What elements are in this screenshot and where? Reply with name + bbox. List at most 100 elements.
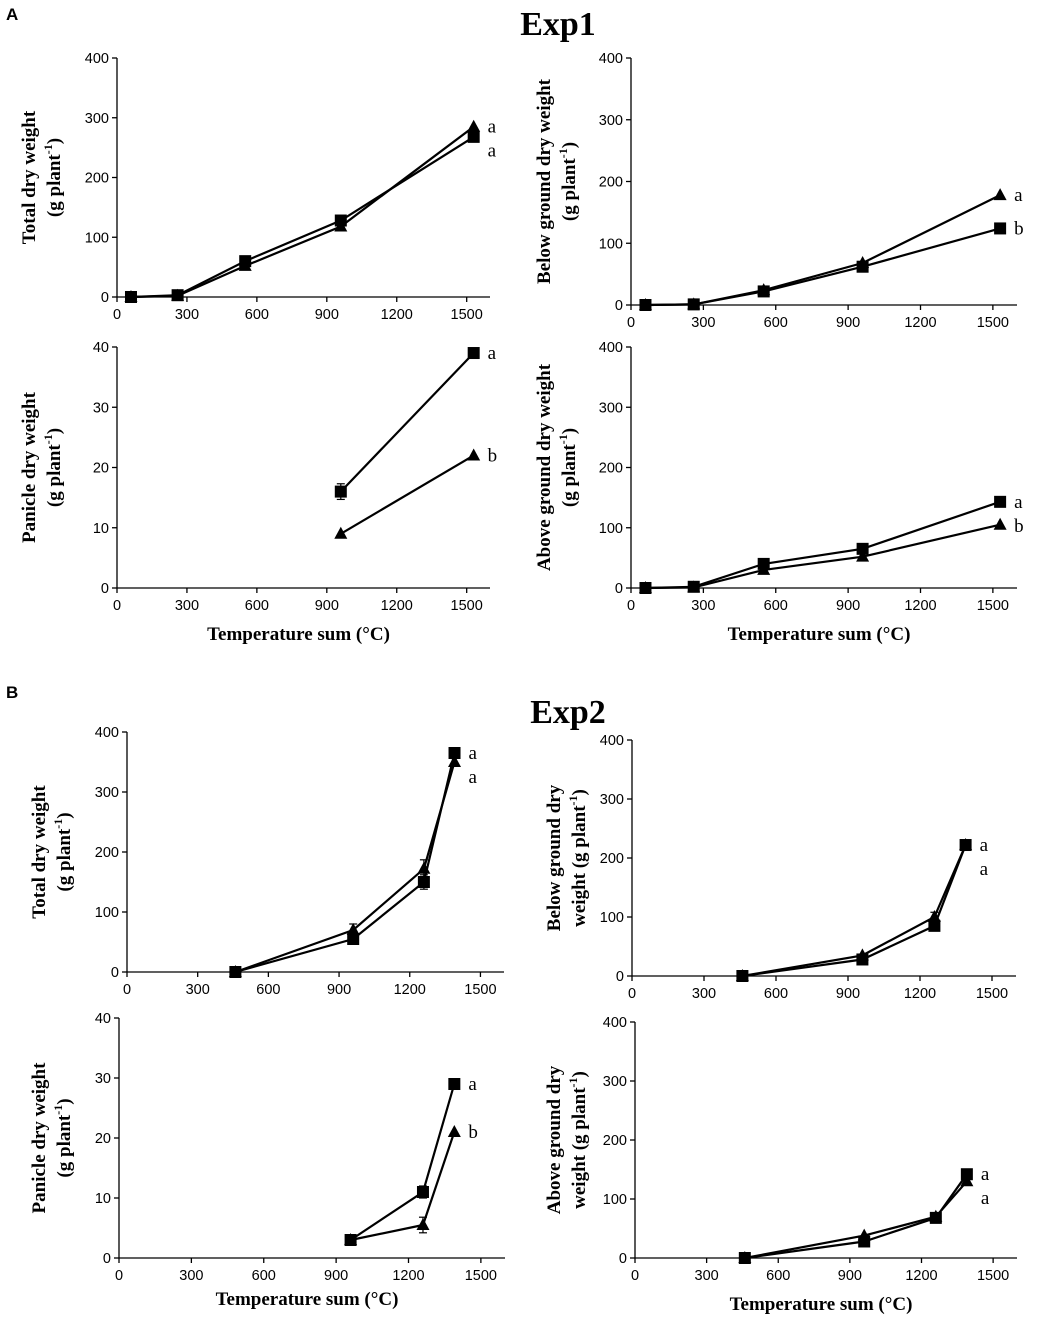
series-line-triangle [350,1131,456,1242]
chart-a-below: 0 100 200 300 400 0 300 600 900 1200 1500 Below gro… [534,51,1024,331]
series-line-triangle [235,761,456,974]
series-line-square [742,844,967,978]
x-axis-title: Temperature sum (°C) [216,1289,399,1310]
y-axis-title: Below ground dry weight (g plant-1) [534,78,580,284]
y-tick-label: 40 [95,1011,111,1027]
chart-b-below: 0 100 200 300 400 0 300 600 900 1200 1500 Below gro… [544,733,1016,1002]
y-tick-label: 0 [101,290,109,306]
y-axis-title-line2: (g plant [44,154,65,217]
y-axis-title-close: ) [569,1071,590,1077]
significance-letter-square: b [1014,218,1024,239]
y-axis-title-line2: (g plant [559,444,580,507]
y-tick-label: 0 [616,969,624,985]
x-tick-label: 600 [764,598,788,614]
triangle-marker [757,283,771,296]
y-tick-label: 300 [599,113,623,129]
y-axis-title-superscript: -1 [566,795,580,805]
y-axis-title-line1: Panicle dry weight [19,391,40,543]
x-tick-label: 0 [628,986,636,1002]
x-tick-label: 300 [175,598,199,614]
triangle-marker [171,288,185,301]
triangle-marker [927,910,941,922]
y-axis-title-close: ) [559,428,580,434]
y-tick-label: 20 [95,1131,111,1147]
triangle-marker [857,1228,871,1241]
x-tick-label: 1200 [904,598,936,614]
x-tick-label: 900 [327,982,351,998]
square-marker [467,130,480,143]
y-axis-title-line1: Total dry weight [19,110,40,244]
y-tick-label: 100 [599,521,623,537]
y-axis-title-close: ) [44,428,65,434]
series-line-triangle [744,1180,968,1260]
series-line-square [645,227,1001,307]
series-line-square [340,352,475,493]
significance-letter-triangle: a [488,117,497,138]
x-tick-label: 600 [764,986,788,1002]
triangle-marker [856,256,870,269]
panel-label-b: B [6,683,18,702]
triangle-marker [638,298,652,310]
x-tick-label: 1200 [392,1268,424,1284]
x-tick-label: 900 [836,986,860,1002]
y-axis-title-line1: Total dry weight [29,785,50,919]
chart-a-above: 0 100 200 300 400 0 300 600 900 1200 1500 Above gro… [534,340,1024,645]
significance-letter-square: a [469,743,478,764]
significance-letter-square: a [488,141,497,162]
y-tick-label: 100 [603,1192,627,1208]
y-axis-title-close: ) [54,812,75,818]
x-tick-label: 1200 [905,1268,937,1284]
x-tick-label: 600 [764,315,788,331]
x-tick-label: 600 [766,1268,790,1284]
y-tick-label: 200 [599,175,623,191]
x-tick-label: 0 [123,982,131,998]
x-tick-label: 900 [315,307,339,323]
triangle-marker [738,1251,752,1263]
series-line-triangle [742,844,967,978]
y-tick-label: 300 [95,785,119,801]
y-axis-title: Panicle dry weight (g plant-1) [29,1062,75,1214]
x-tick-label: 1500 [977,315,1009,331]
x-tick-label: 600 [256,982,280,998]
significance-letter-square: a [488,343,497,364]
triangle-marker [448,755,462,767]
y-tick-label: 300 [85,111,109,127]
x-tick-label: 900 [836,315,860,331]
triangle-marker [416,1218,430,1230]
square-marker [448,747,461,759]
x-tick-label: 1500 [977,598,1009,614]
triangle-marker [687,580,701,593]
y-tick-label: 400 [600,733,624,749]
square-marker [994,495,1007,508]
triangle-marker [467,119,481,132]
x-tick-label: 1500 [451,598,483,614]
triangle-marker [344,1233,358,1245]
y-axis-title-line2: (g plant [559,158,580,221]
x-tick-label: 0 [113,598,121,614]
y-axis-title: Total dry weight (g plant-1) [29,785,75,919]
y-tick-label: 0 [101,581,109,597]
x-tick-label: 600 [245,307,269,323]
y-tick-label: 0 [615,298,623,314]
triangle-marker [960,1174,974,1187]
x-tick-label: 900 [836,598,860,614]
x-tick-label: 0 [115,1268,123,1284]
significance-letter-triangle: b [488,445,498,466]
square-marker [448,1078,461,1090]
x-tick-label: 300 [186,982,210,998]
y-axis-title-line2: weight (g plant [569,805,590,927]
y-tick-label: 30 [95,1071,111,1087]
triangle-marker [124,290,138,302]
panel-label-a: A [6,5,18,24]
square-marker [467,347,480,360]
series-line-square [744,1173,968,1260]
square-marker [856,542,869,555]
significance-letter-triangle: a [980,859,989,880]
x-tick-label: 0 [627,598,635,614]
significance-letter-triangle: b [1014,516,1024,537]
triangle-marker [238,258,252,271]
square-marker [928,919,941,932]
y-axis-title-line1: Below ground dry [544,784,565,931]
series-line-square [349,1083,456,1241]
